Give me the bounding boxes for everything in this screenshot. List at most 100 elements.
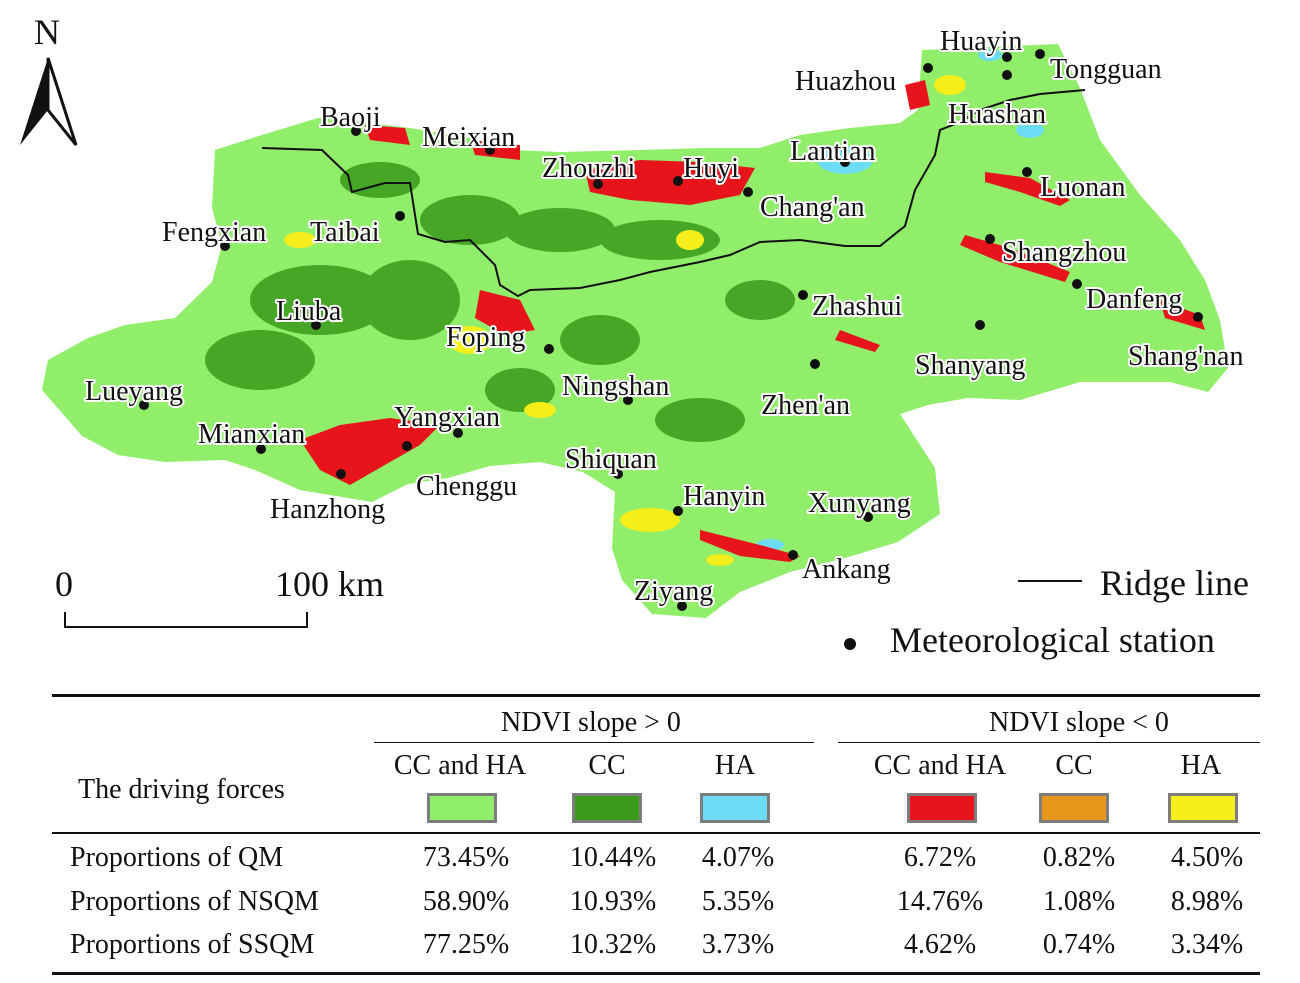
station-marker bbox=[256, 444, 266, 454]
station-label: Huyi bbox=[683, 153, 739, 184]
row-header-label: The driving forces bbox=[78, 774, 285, 805]
cc-positive-patches bbox=[205, 162, 795, 442]
table-cell: 77.25% bbox=[422, 929, 510, 960]
station-symbol bbox=[844, 638, 856, 650]
station-label: Lantian bbox=[790, 136, 876, 167]
driving-forces-table: NDVI slope > 0 NDVI slope < 0 The drivin… bbox=[52, 694, 1260, 976]
station-label: Meixian bbox=[422, 122, 515, 153]
ridge-line bbox=[261, 89, 1086, 298]
column-header: HA bbox=[1180, 750, 1222, 781]
station-marker bbox=[798, 290, 808, 300]
table-cell: 8.98% bbox=[1170, 886, 1244, 917]
group-rule-neg bbox=[838, 742, 1260, 743]
station-label: Yangxian bbox=[394, 402, 500, 433]
ridge-line-label: Ridge line bbox=[1100, 563, 1249, 603]
station-marker bbox=[613, 469, 623, 479]
station-marker bbox=[923, 63, 933, 73]
station-marker bbox=[677, 601, 687, 611]
station-marker bbox=[1072, 279, 1082, 289]
station-label: Mianxian bbox=[198, 419, 305, 450]
north-arrow-icon bbox=[20, 58, 48, 145]
station-marker bbox=[139, 400, 149, 410]
table-cell: 58.90% bbox=[422, 886, 510, 917]
station-label: Foping bbox=[446, 322, 525, 353]
station-marker bbox=[788, 550, 798, 560]
table-cell: 0.82% bbox=[1042, 842, 1116, 873]
north-arrow-outline bbox=[46, 57, 78, 146]
station-marker bbox=[402, 441, 412, 451]
station-marker bbox=[336, 469, 346, 479]
table-bottom-rule bbox=[52, 972, 1260, 975]
north-arrow: N bbox=[20, 12, 78, 146]
column-header: CC bbox=[588, 750, 626, 781]
table-top-rule bbox=[52, 694, 1260, 697]
column-header: CC and HA bbox=[873, 750, 1007, 781]
column-header: HA bbox=[714, 750, 756, 781]
station-label: Chenggu bbox=[416, 471, 517, 502]
station-marker bbox=[673, 506, 683, 516]
north-arrow-label: N bbox=[34, 12, 60, 52]
station-label: Huayin bbox=[940, 26, 1022, 57]
station-marker bbox=[673, 176, 683, 186]
table-cell: 5.35% bbox=[701, 886, 775, 917]
group-header-pos: NDVI slope > 0 bbox=[501, 707, 681, 738]
table-cell: 10.44% bbox=[569, 842, 657, 873]
table-cell: 10.93% bbox=[569, 886, 657, 917]
swatch-ha-positive bbox=[700, 793, 770, 823]
swatch-cc-negative bbox=[1039, 793, 1109, 823]
map-legend: Ridge line Meteorological station bbox=[844, 563, 1249, 660]
station-label: Huazhou bbox=[795, 66, 896, 97]
station-label: Shang'nan bbox=[1128, 341, 1243, 372]
station-label: Ningshan bbox=[562, 371, 669, 402]
station-label: Shiquan bbox=[565, 444, 657, 475]
station-marker bbox=[395, 211, 405, 221]
station-label: Taibai bbox=[310, 217, 380, 248]
station-label: Ziyang bbox=[634, 576, 713, 607]
table-cell: 0.74% bbox=[1042, 929, 1116, 960]
cc-and-ha-negative-patches bbox=[300, 80, 1205, 562]
table-cell: 14.76% bbox=[896, 886, 984, 917]
column-header: CC bbox=[1055, 750, 1093, 781]
station-marker bbox=[1022, 167, 1032, 177]
table-cell: 73.45% bbox=[422, 842, 510, 873]
station-label: Luonan bbox=[1040, 172, 1126, 203]
station-marker bbox=[485, 145, 495, 155]
station-marker bbox=[985, 234, 995, 244]
station-label: Ankang bbox=[802, 554, 891, 585]
ha-negative-patches bbox=[284, 75, 966, 566]
station-marker bbox=[975, 320, 985, 330]
station-marker bbox=[311, 320, 321, 330]
station-label: Liuba bbox=[276, 296, 342, 327]
station-marker bbox=[1035, 49, 1045, 59]
table-cell: 4.50% bbox=[1170, 842, 1244, 873]
column-header: CC and HA bbox=[393, 750, 527, 781]
scale-bar: 0 100 km bbox=[55, 564, 384, 628]
station-marker bbox=[593, 179, 603, 189]
row-label: Proportions of NSQM bbox=[70, 886, 319, 917]
station-marker bbox=[743, 187, 753, 197]
station-label: Shangzhou bbox=[1002, 237, 1126, 268]
table-header-rule bbox=[52, 832, 1260, 834]
station-label: Zhouzhi bbox=[542, 153, 636, 184]
station-marker bbox=[623, 395, 633, 405]
station-label: Tongguan bbox=[1050, 54, 1162, 85]
scale-end-label: 100 km bbox=[275, 564, 384, 604]
swatch-cc-and-ha-positive bbox=[427, 793, 497, 823]
station-label: Meteorological station bbox=[890, 620, 1215, 660]
station-label: Zhen'an bbox=[761, 390, 850, 421]
table-cell: 4.07% bbox=[701, 842, 775, 873]
station-marker bbox=[220, 241, 230, 251]
station-label: Hanzhong bbox=[270, 494, 385, 525]
table-cell: 10.32% bbox=[569, 929, 657, 960]
station-marker bbox=[840, 157, 850, 167]
group-rule-pos bbox=[374, 742, 814, 743]
station-marker bbox=[453, 428, 463, 438]
station-label: Chang'an bbox=[760, 192, 865, 223]
station-marker bbox=[810, 359, 820, 369]
meteorological-stations: Huayin Tongguan Huazhou Huashan Baoji Meixian… bbox=[83, 24, 1245, 611]
station-marker bbox=[1002, 70, 1012, 80]
swatch-ha-negative bbox=[1168, 793, 1238, 823]
swatch-cc-and-ha-negative bbox=[907, 793, 977, 823]
row-label: Proportions of SSQM bbox=[70, 929, 315, 960]
table-cell: 6.72% bbox=[903, 842, 977, 873]
